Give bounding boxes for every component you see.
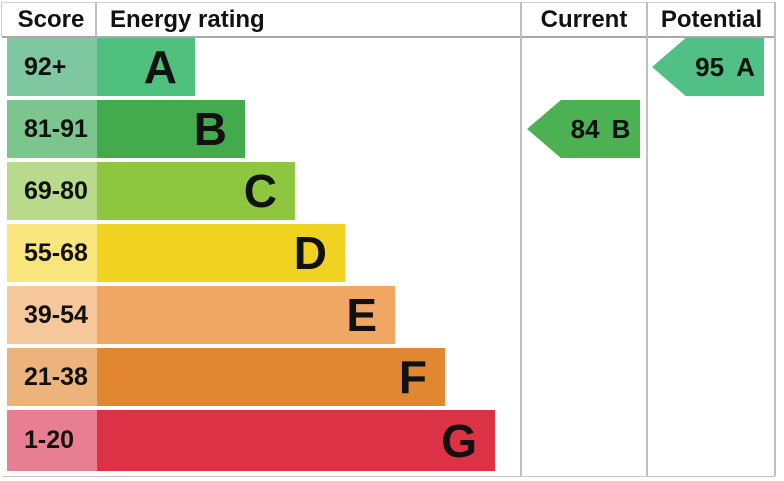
band-letter-g: G <box>441 414 477 467</box>
score-range-g: 1-20 <box>7 410 97 471</box>
rating-row-f: 21-38 F <box>7 348 527 406</box>
current-rating-value: 84 <box>570 113 600 144</box>
score-range-a: 92+ <box>7 38 97 96</box>
band-bar-d: D <box>97 224 345 282</box>
table-bottom-border <box>2 476 775 477</box>
score-column-divider <box>95 2 97 36</box>
score-range-f: 21-38 <box>7 348 97 406</box>
band-bar-a: A <box>97 38 195 96</box>
potential-column-divider <box>646 2 648 476</box>
band-letter-c: C <box>243 165 277 217</box>
band-bar-b: B <box>97 100 245 158</box>
potential-rating-value: 95 <box>695 51 725 82</box>
score-range-d: 55-68 <box>7 224 97 282</box>
rating-row-e: 39-54 E <box>7 286 527 344</box>
band-letter-a: A <box>143 41 177 93</box>
score-range-b: 81-91 <box>7 100 97 158</box>
table-top-border <box>2 2 775 3</box>
table-left-border <box>1 2 2 37</box>
potential-rating-band: A <box>736 51 755 82</box>
band-letter-d: D <box>293 227 327 279</box>
band-letter-e: E <box>346 289 377 341</box>
band-bar-e: E <box>97 286 395 344</box>
score-range-c: 69-80 <box>7 162 97 220</box>
score-range-e: 39-54 <box>7 286 97 344</box>
current-column-header: Current <box>540 5 628 33</box>
band-bar-f: F <box>97 348 445 406</box>
current-rating-band: B <box>611 113 631 144</box>
table-right-border <box>774 2 776 476</box>
rating-row-c: 69-80 C <box>7 162 527 220</box>
current-rating-arrow: 84 B <box>527 100 640 158</box>
band-letter-f: F <box>398 351 427 403</box>
rating-row-g: 1-20 G <box>7 410 527 471</box>
rating-row-d: 55-68 D <box>7 224 527 282</box>
header-underline <box>2 36 775 38</box>
potential-column-header: Potential <box>660 5 763 33</box>
current-column-divider <box>520 2 522 476</box>
potential-rating-arrow: 95 A <box>652 38 764 96</box>
energy-rating-column-header: Energy rating <box>110 5 265 33</box>
score-column-header: Score <box>17 5 85 33</box>
band-bar-g: G <box>97 410 495 471</box>
band-letter-b: B <box>193 103 227 155</box>
rating-row-b: 81-91 B <box>7 100 527 158</box>
band-bar-c: C <box>97 162 295 220</box>
rating-row-a: 92+ A <box>7 38 527 96</box>
